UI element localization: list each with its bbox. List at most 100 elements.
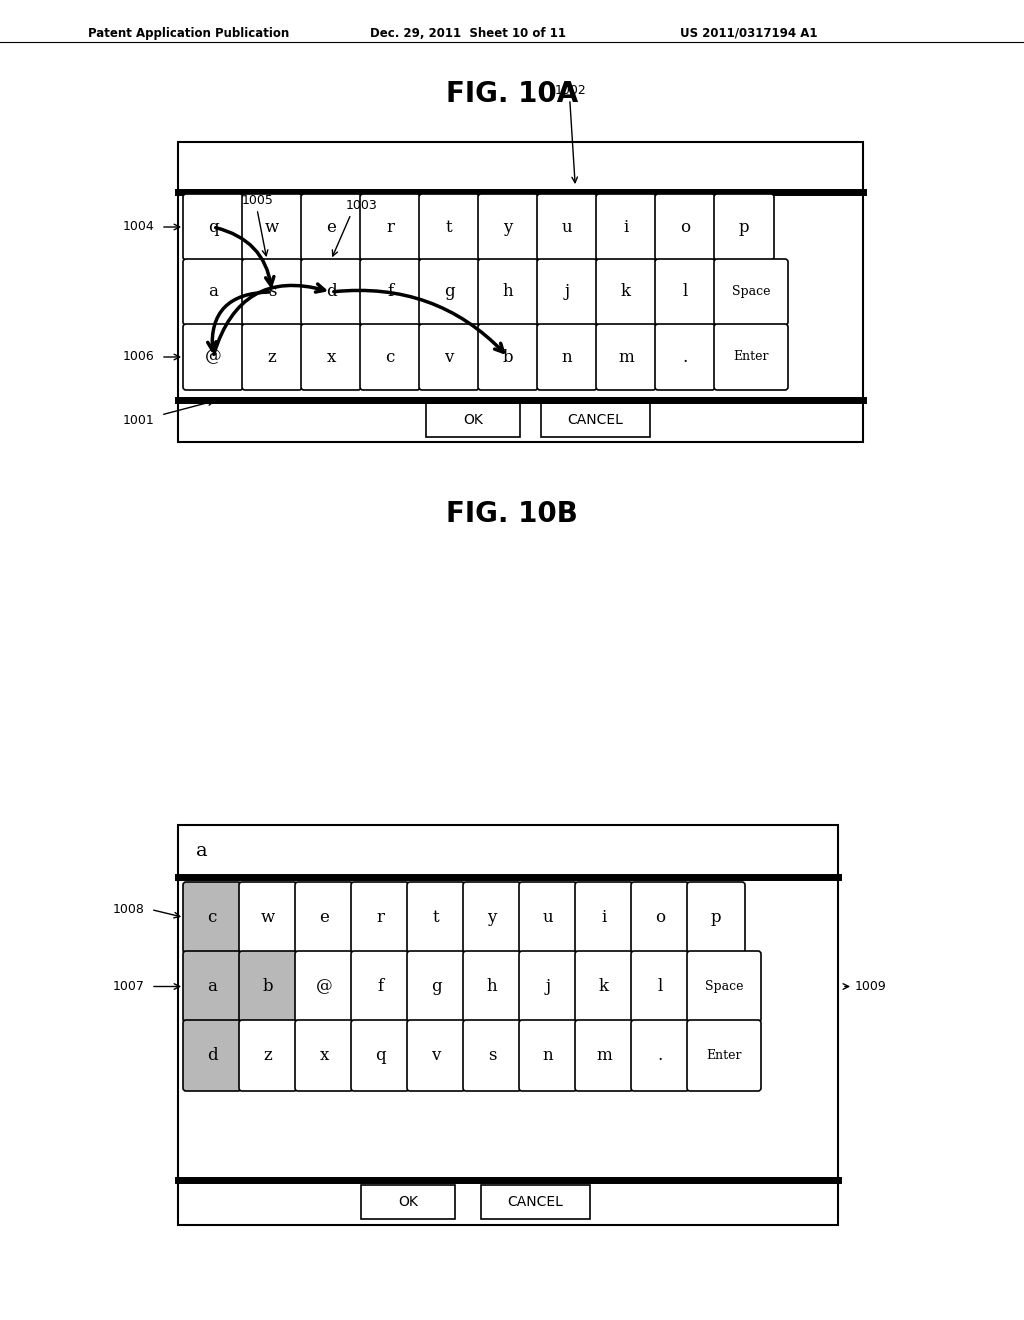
FancyBboxPatch shape — [655, 259, 715, 325]
FancyBboxPatch shape — [239, 950, 297, 1022]
Text: 1006: 1006 — [123, 351, 155, 363]
FancyBboxPatch shape — [575, 950, 633, 1022]
Text: u: u — [543, 909, 553, 927]
FancyBboxPatch shape — [596, 259, 656, 325]
Text: Dec. 29, 2011  Sheet 10 of 11: Dec. 29, 2011 Sheet 10 of 11 — [370, 26, 566, 40]
FancyBboxPatch shape — [655, 323, 715, 389]
Text: n: n — [562, 348, 572, 366]
Text: v: v — [444, 348, 454, 366]
Text: Enter: Enter — [733, 351, 769, 363]
FancyBboxPatch shape — [361, 1185, 455, 1218]
FancyBboxPatch shape — [242, 323, 302, 389]
FancyBboxPatch shape — [407, 1020, 465, 1092]
Text: Space: Space — [732, 285, 770, 298]
FancyBboxPatch shape — [714, 194, 774, 260]
Text: e: e — [326, 219, 336, 235]
Text: 1008: 1008 — [113, 903, 144, 916]
FancyBboxPatch shape — [178, 143, 863, 442]
Text: h: h — [503, 284, 513, 301]
FancyBboxPatch shape — [687, 1020, 761, 1092]
Text: CANCEL: CANCEL — [507, 1195, 563, 1209]
Text: US 2011/0317194 A1: US 2011/0317194 A1 — [680, 26, 817, 40]
Text: @: @ — [205, 348, 221, 366]
FancyBboxPatch shape — [295, 950, 353, 1022]
Text: z: z — [267, 348, 276, 366]
Text: t: t — [433, 909, 439, 927]
FancyBboxPatch shape — [687, 950, 761, 1022]
Text: h: h — [486, 978, 498, 995]
Text: u: u — [562, 219, 572, 235]
Text: FIG. 10B: FIG. 10B — [446, 500, 578, 528]
Text: .: . — [682, 348, 688, 366]
Text: CANCEL: CANCEL — [567, 413, 623, 426]
Text: OK: OK — [398, 1195, 418, 1209]
Text: m: m — [596, 1047, 612, 1064]
FancyBboxPatch shape — [519, 1020, 577, 1092]
FancyBboxPatch shape — [519, 882, 577, 953]
Text: d: d — [207, 1047, 217, 1064]
Text: o: o — [655, 909, 665, 927]
Text: d: d — [326, 284, 336, 301]
Text: x: x — [327, 348, 336, 366]
Text: 1004: 1004 — [123, 220, 155, 234]
Text: r: r — [386, 219, 394, 235]
FancyBboxPatch shape — [463, 950, 521, 1022]
FancyBboxPatch shape — [295, 1020, 353, 1092]
Text: k: k — [621, 284, 631, 301]
FancyBboxPatch shape — [463, 1020, 521, 1092]
FancyBboxPatch shape — [360, 259, 420, 325]
FancyBboxPatch shape — [239, 1020, 297, 1092]
Text: j: j — [546, 978, 551, 995]
FancyBboxPatch shape — [295, 882, 353, 953]
FancyBboxPatch shape — [360, 194, 420, 260]
Text: e: e — [319, 909, 329, 927]
Text: c: c — [207, 909, 217, 927]
FancyBboxPatch shape — [419, 194, 479, 260]
FancyBboxPatch shape — [631, 950, 689, 1022]
Text: t: t — [445, 219, 453, 235]
FancyBboxPatch shape — [714, 259, 788, 325]
FancyBboxPatch shape — [178, 825, 838, 1225]
FancyBboxPatch shape — [519, 950, 577, 1022]
Text: a: a — [208, 284, 218, 301]
FancyBboxPatch shape — [687, 882, 745, 953]
FancyBboxPatch shape — [183, 259, 243, 325]
FancyBboxPatch shape — [407, 950, 465, 1022]
FancyBboxPatch shape — [351, 882, 409, 953]
Text: q: q — [208, 219, 218, 235]
Text: s: s — [267, 284, 276, 301]
FancyBboxPatch shape — [183, 323, 243, 389]
Text: c: c — [385, 348, 394, 366]
FancyBboxPatch shape — [360, 323, 420, 389]
Text: 1005: 1005 — [242, 194, 273, 207]
Text: q: q — [375, 1047, 385, 1064]
FancyBboxPatch shape — [183, 950, 241, 1022]
FancyBboxPatch shape — [301, 194, 361, 260]
FancyBboxPatch shape — [596, 194, 656, 260]
Text: f: f — [377, 978, 383, 995]
FancyBboxPatch shape — [537, 323, 597, 389]
FancyBboxPatch shape — [537, 194, 597, 260]
FancyBboxPatch shape — [407, 882, 465, 953]
FancyBboxPatch shape — [714, 323, 788, 389]
Text: y: y — [504, 219, 513, 235]
FancyBboxPatch shape — [541, 403, 650, 437]
Text: i: i — [601, 909, 606, 927]
Text: g: g — [431, 978, 441, 995]
FancyBboxPatch shape — [419, 259, 479, 325]
Text: a: a — [207, 978, 217, 995]
Text: 1007: 1007 — [113, 979, 144, 993]
FancyBboxPatch shape — [242, 259, 302, 325]
FancyBboxPatch shape — [351, 1020, 409, 1092]
Text: p: p — [738, 219, 750, 235]
Text: y: y — [487, 909, 497, 927]
Text: r: r — [376, 909, 384, 927]
FancyBboxPatch shape — [478, 323, 538, 389]
Text: Space: Space — [705, 979, 743, 993]
Text: OK: OK — [463, 413, 483, 426]
Text: .: . — [657, 1047, 663, 1064]
Text: p: p — [711, 909, 721, 927]
FancyBboxPatch shape — [478, 259, 538, 325]
Text: a: a — [196, 842, 208, 861]
Text: Enter: Enter — [707, 1049, 741, 1063]
